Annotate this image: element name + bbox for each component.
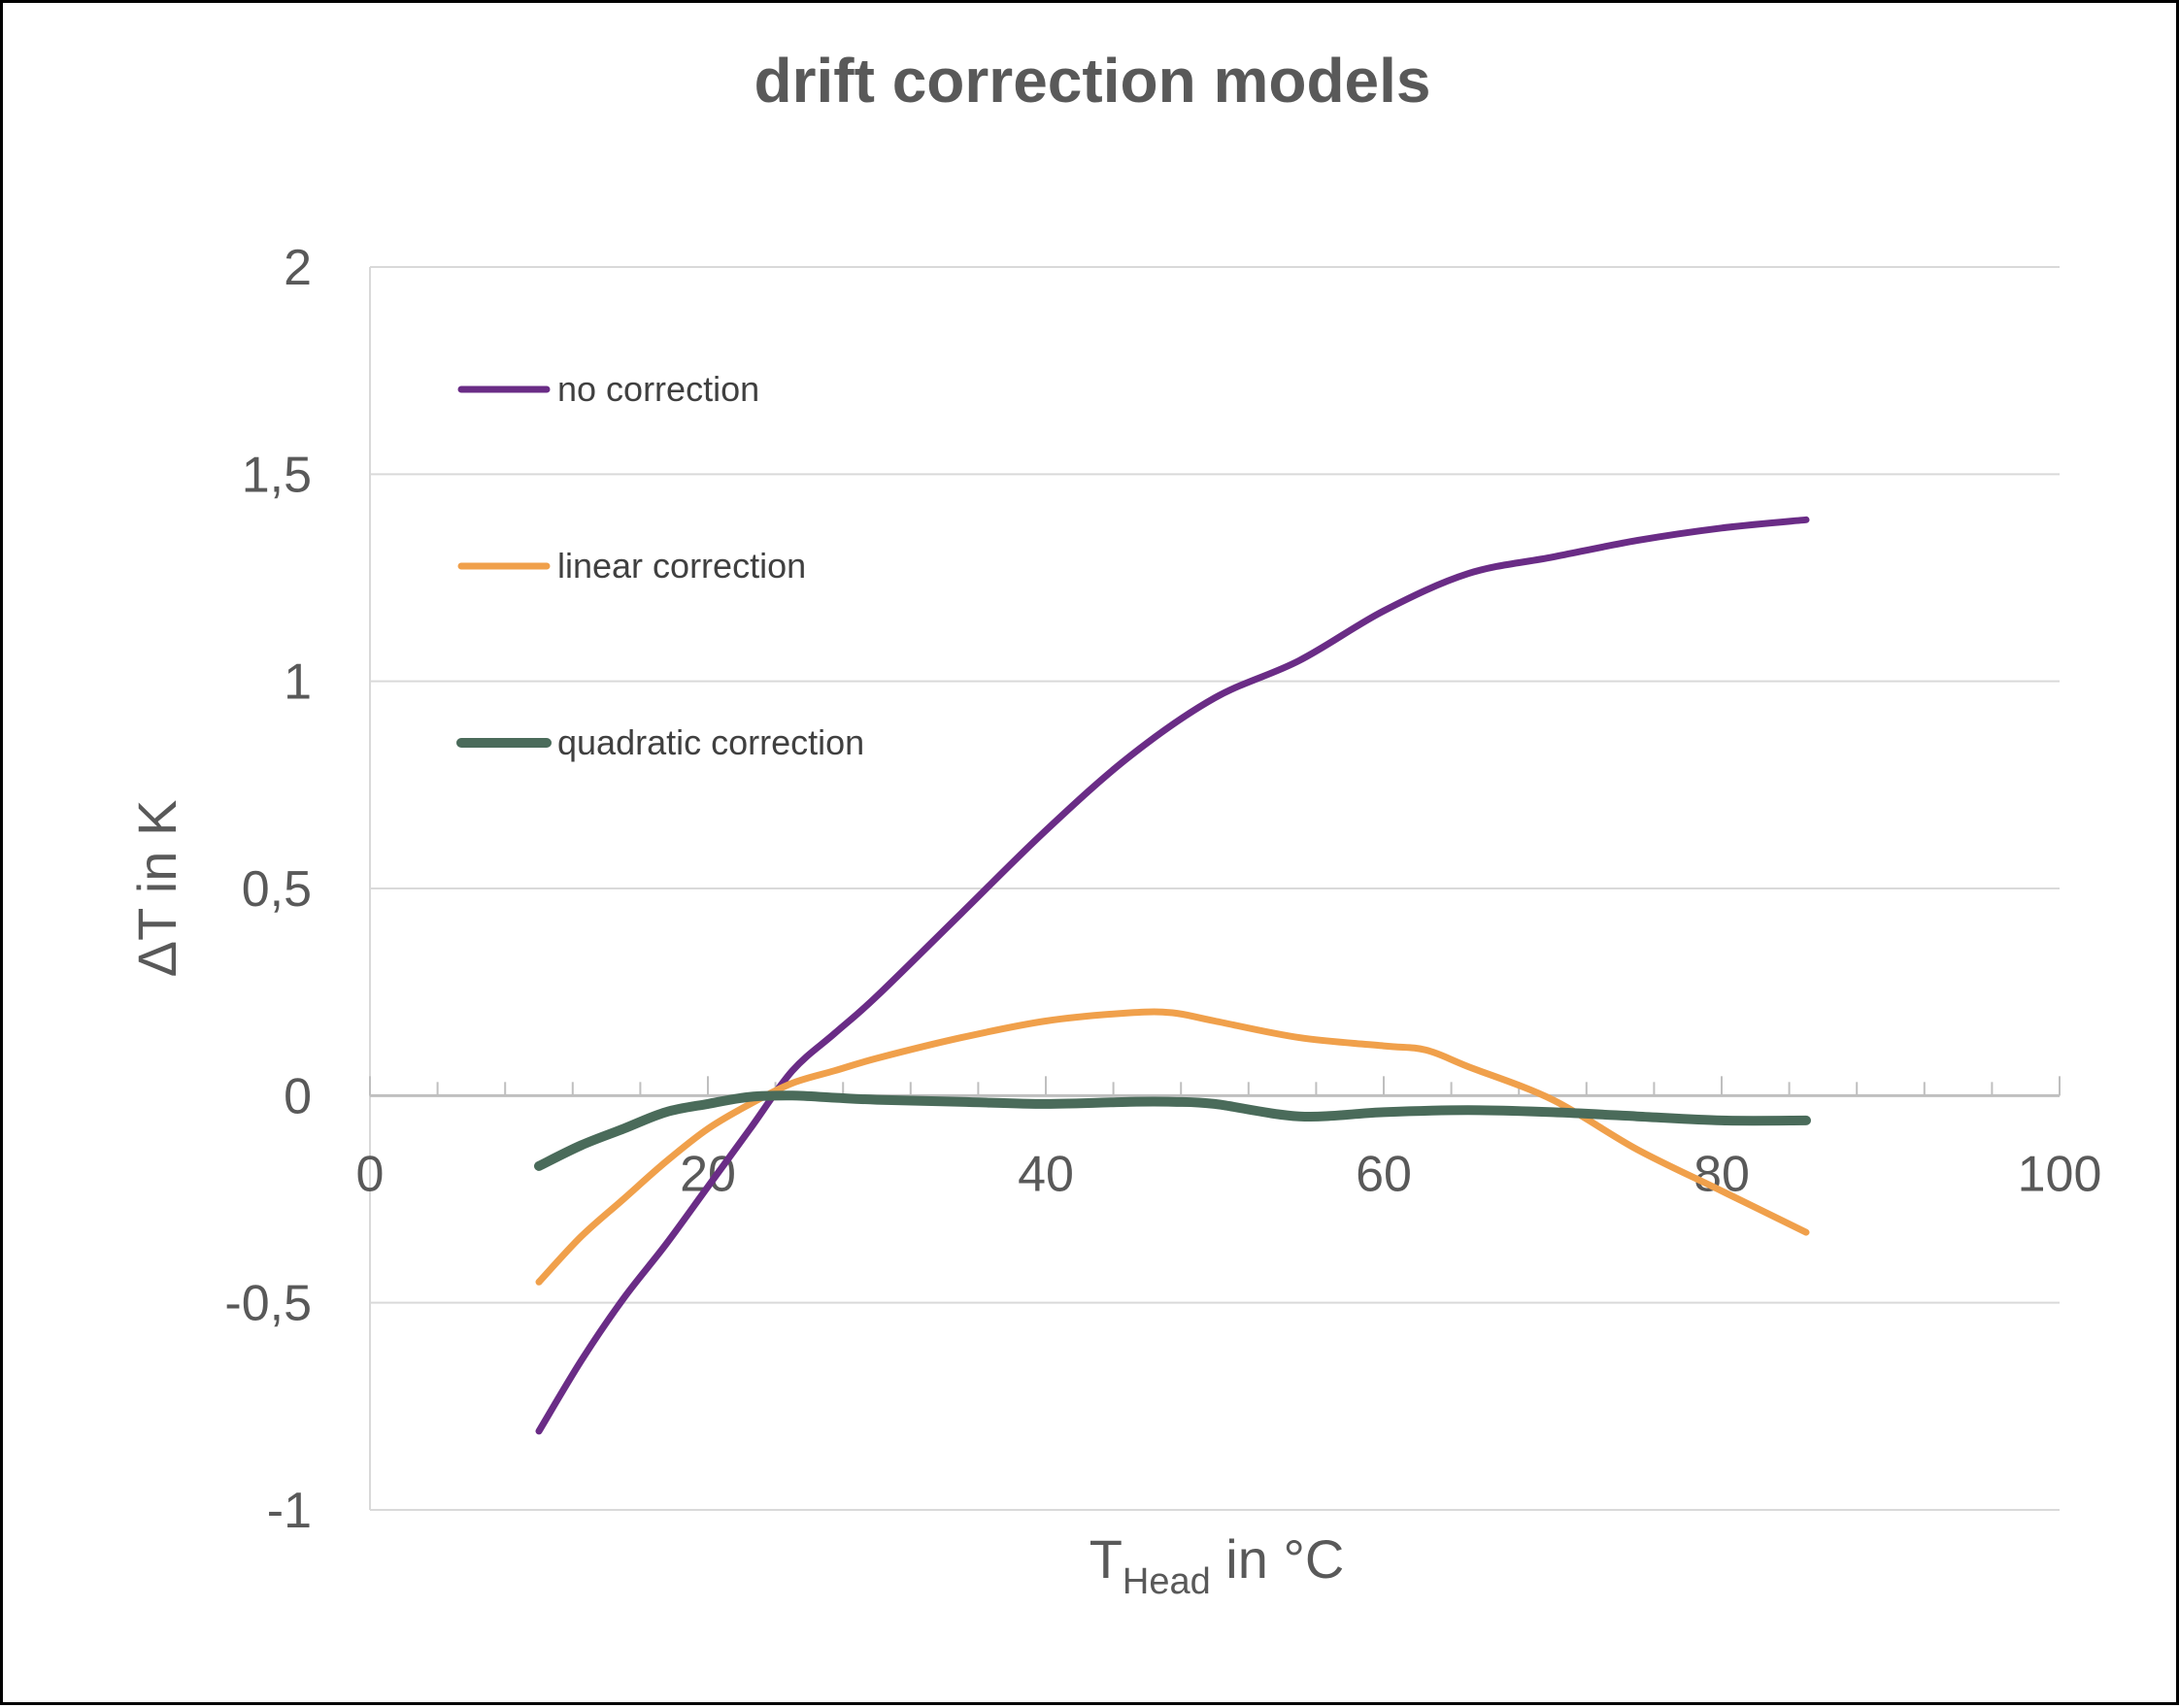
y-axis-title: ΔT in K <box>126 800 187 978</box>
y-tick-label: -1 <box>267 1483 312 1539</box>
y-tick-label: -0,5 <box>224 1276 312 1332</box>
x-tick-label: 60 <box>1356 1146 1412 1202</box>
x-tick-label: 100 <box>2018 1146 2102 1202</box>
legend-label: quadratic correction <box>557 722 864 762</box>
legend: no correction linear correction quadratic … <box>456 369 864 762</box>
series-quadratic-correction <box>534 1090 1811 1171</box>
chart-title: drift correction models <box>754 46 1431 116</box>
y-axis-tick-labels: -1 -0,5 0 0,5 1 1,5 2 <box>224 240 312 1539</box>
x-axis-title-main: T <box>1090 1528 1123 1590</box>
x-axis <box>369 267 2061 1510</box>
y-tick-label: 0 <box>284 1068 312 1124</box>
x-axis-title-subscript: Head <box>1123 1561 1211 1602</box>
y-tick-label: 2 <box>284 240 312 296</box>
series-lines <box>534 516 1811 1435</box>
x-tick-label: 40 <box>1018 1146 1074 1202</box>
series-linear-correction <box>535 1008 1810 1286</box>
y-tick-label: 1,5 <box>242 447 312 503</box>
series-no-correction <box>535 516 1810 1435</box>
legend-label: no correction <box>557 369 759 409</box>
chart-area: drift correction models -1-0,500,511,52 … <box>126 46 2102 1602</box>
x-axis-title-suffix: in °C <box>1211 1528 1345 1590</box>
grid-lines <box>370 266 2060 1511</box>
y-tick-label: 1 <box>284 654 312 711</box>
x-axis-tick-labels: 0 20 40 60 80 100 <box>356 1146 2102 1202</box>
legend-label: linear correction <box>557 546 806 586</box>
y-tick-label: 0,5 <box>242 861 312 918</box>
x-axis-title: THead in °C <box>1090 1528 1345 1602</box>
x-tick-label: 0 <box>356 1146 385 1202</box>
